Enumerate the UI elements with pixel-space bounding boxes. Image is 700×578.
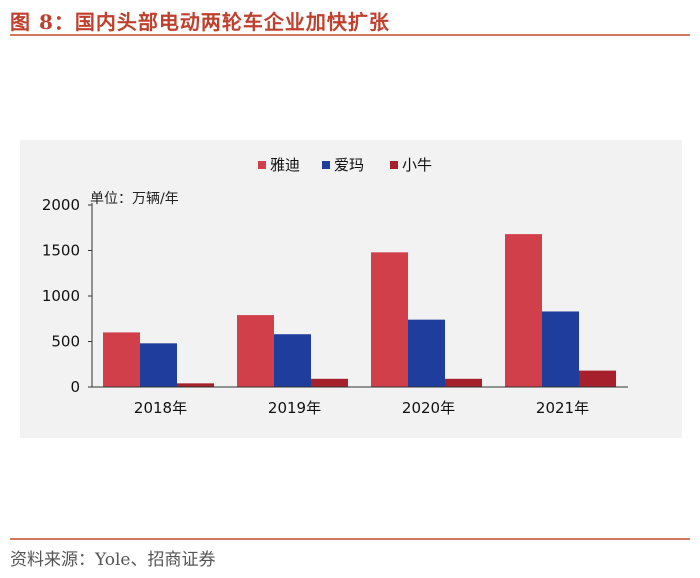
- bar-小牛-2018年: [177, 383, 214, 387]
- bar-雅迪-2020年: [371, 252, 408, 387]
- bar-小牛-2019年: [311, 378, 348, 387]
- bar-雅迪-2018年: [103, 332, 140, 387]
- legend-swatch: [322, 161, 330, 169]
- x-axis: 2018年 2019年 2020年 2021年: [92, 386, 628, 417]
- chart-legend: 雅迪 爱玛 小牛: [258, 156, 432, 174]
- y-tick-label: 1500: [42, 242, 80, 260]
- y-axis: 0 500 1000 1500 2000: [42, 196, 93, 396]
- bar-爱玛-2021年: [542, 311, 579, 387]
- source-note: 资料来源：Yole、招商证券: [10, 550, 216, 570]
- bars: [103, 234, 616, 387]
- x-tick-label: 2020年: [402, 399, 455, 417]
- bar-小牛-2021年: [579, 370, 616, 387]
- y-tick-label: 2000: [42, 196, 80, 214]
- legend-label: 雅迪: [270, 156, 300, 174]
- x-tick-label: 2018年: [134, 399, 187, 417]
- legend-swatch: [258, 161, 266, 169]
- bar-小牛-2020年: [445, 378, 482, 387]
- footer-rule: [10, 538, 690, 540]
- legend-label: 小牛: [402, 156, 432, 174]
- figure-title: 图 8：国内头部电动两轮车企业加快扩张: [10, 10, 390, 34]
- bar-爱玛-2020年: [408, 319, 445, 387]
- bar-爱玛-2019年: [274, 334, 311, 387]
- x-tick-label: 2019年: [268, 399, 321, 417]
- bar-爱玛-2018年: [140, 343, 177, 387]
- legend-label: 爱玛: [334, 156, 364, 174]
- bar-雅迪-2021年: [505, 234, 542, 387]
- y-tick-label: 1000: [42, 287, 80, 305]
- bar-雅迪-2019年: [237, 315, 274, 387]
- y-tick-label: 0: [70, 378, 80, 396]
- x-tick-label: 2021年: [536, 399, 589, 417]
- unit-label: 单位：万辆/年: [90, 191, 179, 207]
- y-tick-label: 500: [51, 333, 80, 351]
- legend-swatch: [390, 161, 398, 169]
- chart-panel: 雅迪 爱玛 小牛 单位：万辆/年 0 500 1000 1500 2000 2018年 201…: [20, 140, 682, 438]
- title-rule: [10, 34, 690, 36]
